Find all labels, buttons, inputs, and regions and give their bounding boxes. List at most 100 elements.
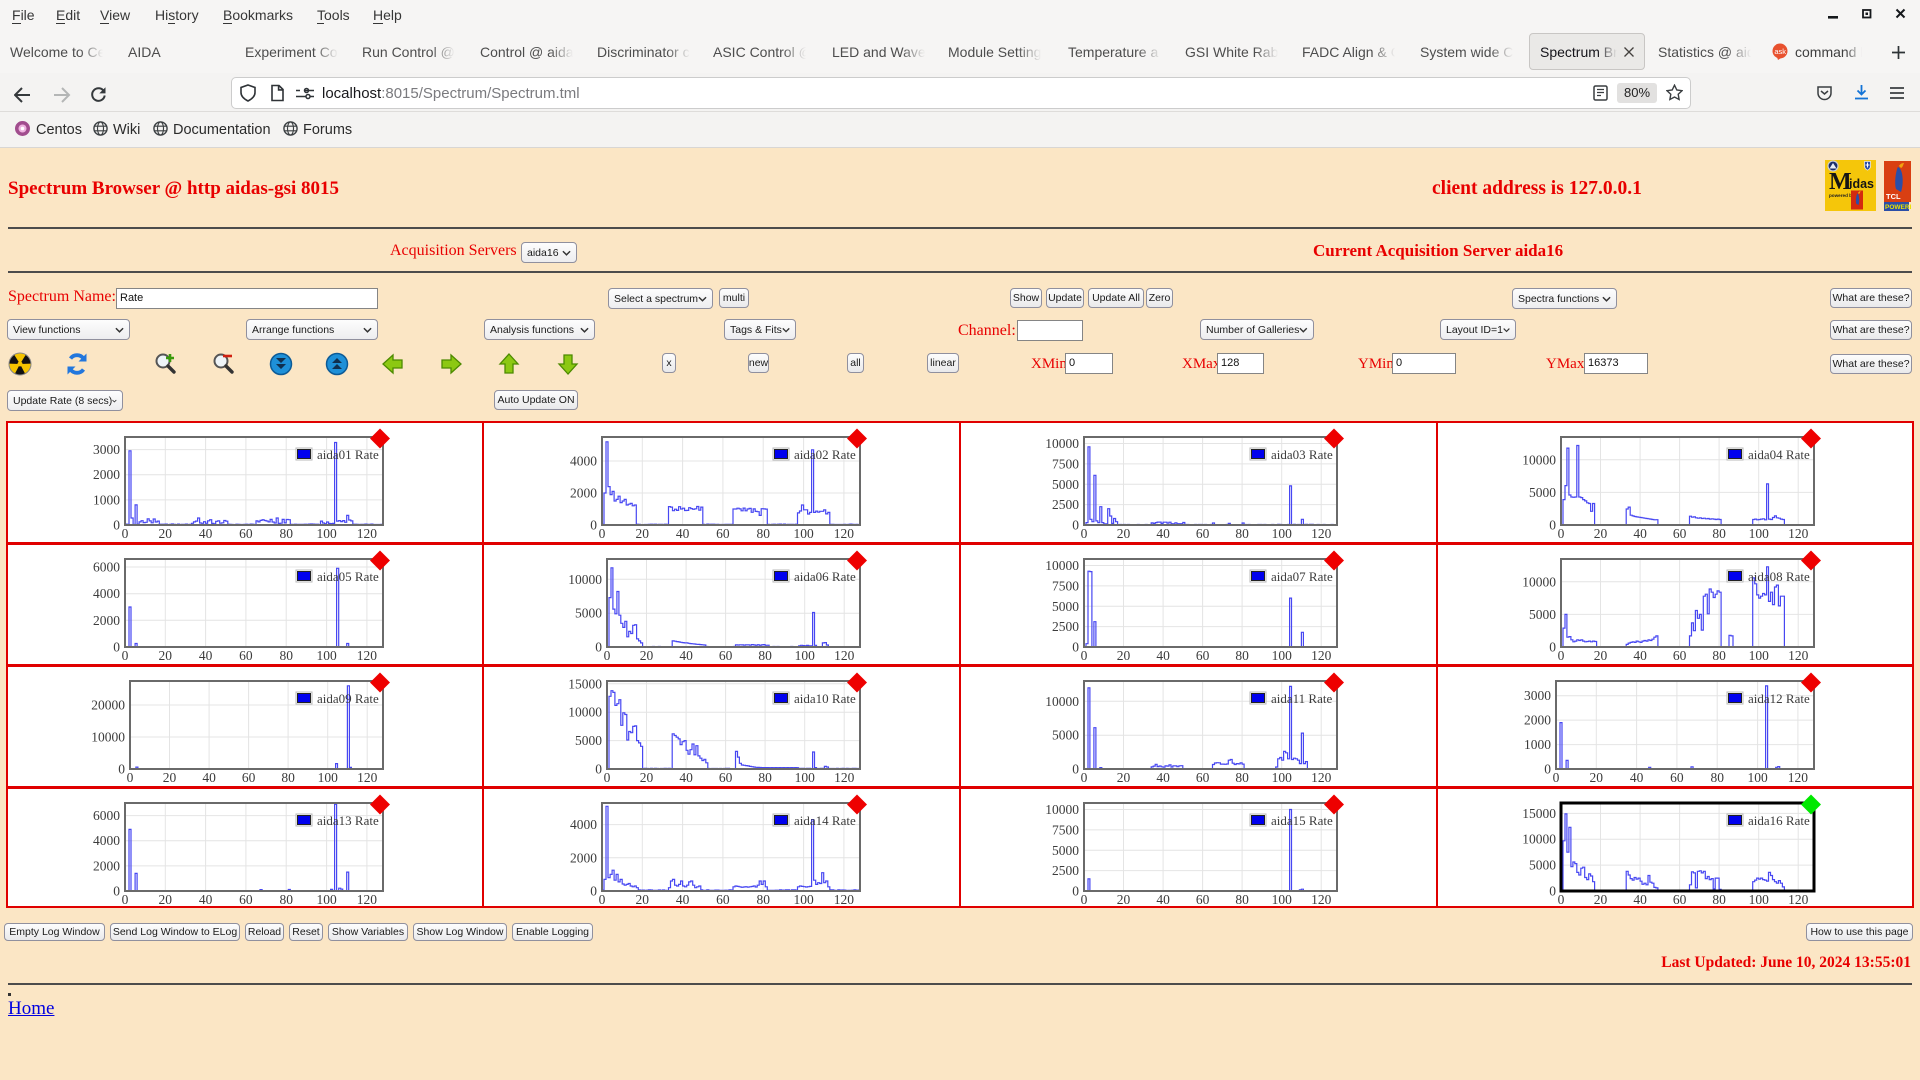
svg-text:0: 0 — [122, 892, 129, 907]
svg-text:100: 100 — [316, 892, 337, 907]
svg-text:80: 80 — [1235, 648, 1249, 663]
svg-text:80: 80 — [756, 526, 770, 541]
svg-text:60: 60 — [1196, 892, 1210, 907]
svg-text:0: 0 — [1558, 526, 1565, 541]
svg-text:20: 20 — [640, 648, 654, 663]
svg-text:10000: 10000 — [568, 705, 602, 720]
svg-text:aida16 Rate: aida16 Rate — [1748, 813, 1810, 828]
svg-text:20: 20 — [159, 526, 173, 541]
svg-text:0: 0 — [604, 648, 611, 663]
svg-text:0: 0 — [1072, 640, 1079, 655]
svg-text:60: 60 — [1673, 648, 1687, 663]
svg-text:aida03 Rate: aida03 Rate — [1271, 447, 1333, 462]
svg-text:0: 0 — [1072, 762, 1079, 777]
svg-text:120: 120 — [834, 770, 855, 785]
svg-text:0: 0 — [1072, 884, 1079, 899]
svg-text:60: 60 — [1196, 648, 1210, 663]
svg-text:5000: 5000 — [1052, 477, 1079, 492]
svg-text:1000: 1000 — [1524, 737, 1551, 752]
svg-text:120: 120 — [834, 526, 855, 541]
svg-text:0: 0 — [590, 518, 597, 533]
svg-text:6000: 6000 — [93, 808, 120, 823]
svg-text:4000: 4000 — [93, 586, 120, 601]
svg-text:2500: 2500 — [1052, 497, 1079, 512]
svg-text:powered by: powered by — [1829, 193, 1855, 198]
svg-text:120: 120 — [834, 892, 855, 907]
svg-text:aida04 Rate: aida04 Rate — [1748, 447, 1810, 462]
svg-text:100: 100 — [793, 526, 814, 541]
svg-text:4000: 4000 — [93, 833, 120, 848]
svg-text:60: 60 — [1196, 526, 1210, 541]
svg-text:20: 20 — [159, 648, 173, 663]
svg-text:5000: 5000 — [1529, 607, 1556, 622]
svg-text:40: 40 — [199, 526, 213, 541]
svg-text:60: 60 — [242, 770, 256, 785]
svg-text:40: 40 — [679, 770, 693, 785]
svg-text:60: 60 — [239, 648, 253, 663]
svg-text:0: 0 — [1072, 518, 1079, 533]
svg-text:2000: 2000 — [570, 850, 597, 865]
svg-text:3000: 3000 — [93, 442, 120, 457]
svg-text:80: 80 — [281, 770, 295, 785]
svg-text:0: 0 — [1549, 640, 1556, 655]
svg-text:100: 100 — [1749, 526, 1770, 541]
svg-text:100: 100 — [1749, 892, 1770, 907]
svg-text:100: 100 — [316, 648, 337, 663]
svg-text:40: 40 — [1156, 770, 1170, 785]
svg-text:80: 80 — [1235, 526, 1249, 541]
svg-text:80: 80 — [1712, 892, 1726, 907]
svg-text:20: 20 — [636, 526, 650, 541]
svg-text:80: 80 — [756, 892, 770, 907]
svg-text:4000: 4000 — [570, 817, 597, 832]
svg-text:10000: 10000 — [568, 572, 602, 587]
svg-text:100: 100 — [1749, 648, 1770, 663]
svg-text:15000: 15000 — [568, 676, 602, 691]
svg-text:20: 20 — [159, 892, 173, 907]
svg-text:2000: 2000 — [93, 858, 120, 873]
svg-text:100: 100 — [1272, 648, 1293, 663]
svg-text:80: 80 — [758, 648, 772, 663]
svg-text:7500: 7500 — [1052, 822, 1079, 837]
svg-text:20: 20 — [1117, 892, 1131, 907]
svg-text:40: 40 — [1156, 526, 1170, 541]
svg-text:80: 80 — [1710, 770, 1724, 785]
svg-text:7500: 7500 — [1052, 578, 1079, 593]
svg-text:2000: 2000 — [570, 486, 597, 501]
svg-text:20: 20 — [1117, 770, 1131, 785]
svg-text:0: 0 — [1081, 648, 1088, 663]
svg-text:100: 100 — [316, 526, 337, 541]
svg-text:ask: ask — [1774, 47, 1786, 56]
svg-text:40: 40 — [1633, 648, 1647, 663]
svg-text:0: 0 — [595, 640, 602, 655]
svg-text:0: 0 — [590, 884, 597, 899]
svg-text:100: 100 — [318, 770, 339, 785]
svg-text:aida01 Rate: aida01 Rate — [317, 447, 379, 462]
svg-text:2000: 2000 — [93, 613, 120, 628]
svg-text:aida05 Rate: aida05 Rate — [317, 569, 379, 584]
svg-text:0: 0 — [599, 892, 606, 907]
svg-text:7500: 7500 — [1052, 456, 1079, 471]
svg-text:60: 60 — [239, 892, 253, 907]
svg-text:120: 120 — [1311, 526, 1332, 541]
svg-text:120: 120 — [1311, 770, 1332, 785]
svg-text:20: 20 — [636, 892, 650, 907]
svg-text:5000: 5000 — [1052, 599, 1079, 614]
svg-text:20: 20 — [1594, 526, 1608, 541]
svg-text:M: M — [1829, 169, 1852, 195]
svg-text:120: 120 — [1788, 770, 1809, 785]
svg-text:5000: 5000 — [1529, 485, 1556, 500]
svg-text:40: 40 — [679, 648, 693, 663]
svg-text:aida02 Rate: aida02 Rate — [794, 447, 856, 462]
svg-text:aida13 Rate: aida13 Rate — [317, 813, 379, 828]
svg-text:0: 0 — [595, 762, 602, 777]
svg-text:10000: 10000 — [1045, 802, 1079, 817]
svg-text:aida11 Rate: aida11 Rate — [1271, 691, 1332, 706]
svg-text:20: 20 — [1594, 648, 1608, 663]
svg-text:40: 40 — [1633, 526, 1647, 541]
svg-text:0: 0 — [1549, 518, 1556, 533]
svg-text:aida07 Rate: aida07 Rate — [1271, 569, 1333, 584]
svg-text:0: 0 — [113, 518, 120, 533]
svg-text:20: 20 — [1117, 648, 1131, 663]
svg-text:20000: 20000 — [91, 698, 125, 713]
svg-text:80: 80 — [1712, 648, 1726, 663]
